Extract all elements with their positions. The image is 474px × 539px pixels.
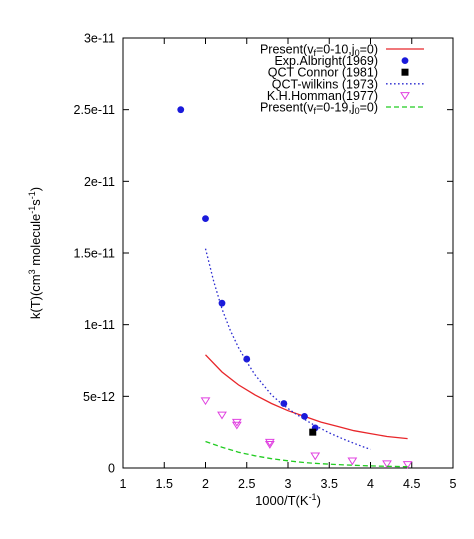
data-point <box>301 413 308 420</box>
x-tick-label: 3 <box>285 477 292 491</box>
axis-titles: 1000/T(K-1) k(T)(cm3 molecule-1s-1) <box>27 187 321 508</box>
series-layer <box>177 106 413 469</box>
x-axis-title: 1000/T(K-1) <box>255 492 321 508</box>
y-tick-label: 5e-12 <box>83 390 115 404</box>
data-point <box>202 215 209 223</box>
legend-entry-label: Present(vf=0-10,j0=0) <box>260 43 378 59</box>
data-point <box>217 411 227 420</box>
data-point <box>243 355 251 363</box>
series-5 <box>205 440 408 468</box>
data-point <box>402 461 413 469</box>
data-point <box>382 460 392 469</box>
x-tick-label: 4.5 <box>403 477 420 491</box>
series-4 <box>200 397 413 469</box>
x-tick-label: 1.5 <box>156 477 173 491</box>
data-point <box>310 452 321 461</box>
data-point <box>231 421 242 430</box>
x-tick-label: 1 <box>120 477 127 491</box>
y-axis-title: k(T)(cm3 molecule-1s-1) <box>27 187 43 319</box>
data-point <box>264 441 275 449</box>
series-2 <box>309 428 317 436</box>
legend-entry-label: Present(vf=0-19,j0=0) <box>260 101 378 117</box>
data-point <box>264 438 275 447</box>
legend-marker-swatch <box>401 57 409 64</box>
x-tick-label: 3.5 <box>321 477 338 491</box>
x-tick-label: 2 <box>202 477 209 491</box>
legend-marker-swatch <box>400 92 410 100</box>
y-tick-label: 2.5e-11 <box>74 103 116 117</box>
legend-entry-label: K.H.Homman(1977) <box>267 89 378 103</box>
y-tick-label: 2e-11 <box>84 175 115 189</box>
series-1 <box>177 106 319 432</box>
axes: 1 1.5 2 2.5 3 3.5 4 4.5 5 0 5e-12 1e-11 1.5e-11 2e-11… <box>74 32 457 492</box>
y-tick-label: 1e-11 <box>84 318 115 332</box>
data-point <box>347 457 358 466</box>
data-point <box>200 397 211 406</box>
legend-entry-label: Exp.Albright(1969) <box>274 54 378 68</box>
series-3 <box>204 248 371 451</box>
legend-entry-label: QCT-wilkins (1973) <box>272 77 378 91</box>
data-point <box>177 106 185 114</box>
legend-marker-swatch <box>401 68 409 76</box>
data-point <box>309 428 317 436</box>
x-tick-label: 2.5 <box>238 477 255 491</box>
data-point <box>280 400 288 407</box>
x-tick-label: 5 <box>450 477 457 491</box>
series-line <box>204 248 371 451</box>
legend-entry-label: QCT Connor (1981) <box>268 66 378 80</box>
y-tick-label: 3e-11 <box>84 32 115 46</box>
x-tick-label: 4 <box>367 477 374 491</box>
data-point <box>218 299 226 307</box>
series-line <box>205 440 408 468</box>
legend: Present(vf=0-10,j0=0)Exp.Albright(1969)Q… <box>260 43 424 117</box>
y-tick-label: 0 <box>108 462 115 476</box>
y-tick-label: 1.5e-11 <box>74 247 116 261</box>
